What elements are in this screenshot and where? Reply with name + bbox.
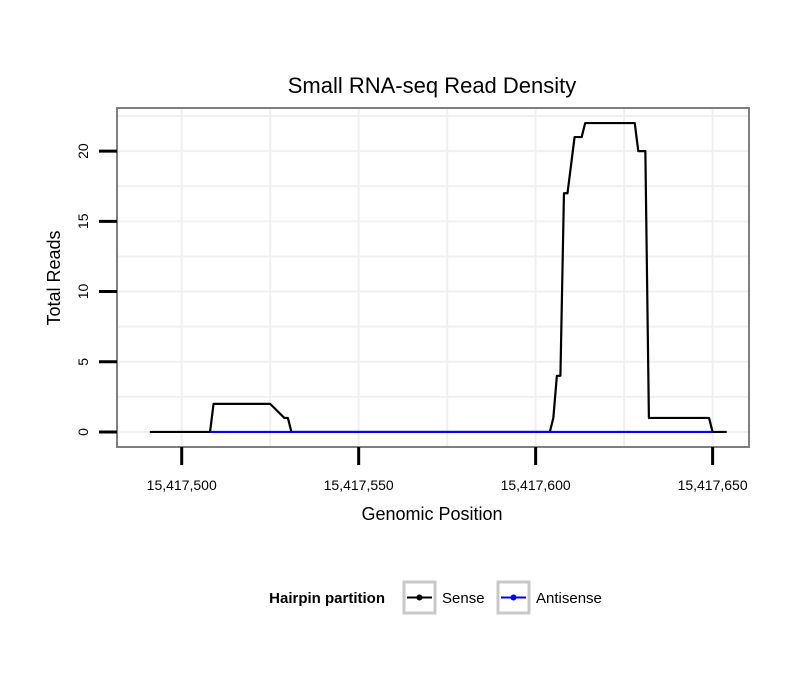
x-tick-label: 15,417,500 (147, 477, 217, 493)
legend-label-antisense: Antisense (536, 590, 602, 607)
legend-point-sense (416, 594, 423, 601)
x-tick-label: 15,417,650 (678, 477, 748, 493)
legend-title: Hairpin partition (269, 590, 385, 607)
series-lines (149, 121, 727, 434)
y-tick-label: 20 (75, 143, 91, 159)
legend-item-antisense: Antisense (496, 580, 602, 615)
chart-title: Small RNA-seq Read Density (288, 73, 577, 98)
legend-point-antisense (510, 594, 517, 601)
y-axis: 0 5 10 15 20 (75, 143, 117, 436)
x-axis-title: Genomic Position (361, 504, 502, 524)
series-line-sense (149, 121, 727, 434)
y-tick-label: 0 (75, 428, 91, 436)
x-tick-label: 15,417,600 (501, 477, 571, 493)
x-tick-label: 15,417,550 (324, 477, 394, 493)
y-tick-label: 10 (75, 284, 91, 300)
legend: Hairpin partition Sense Antisense (269, 580, 602, 615)
grid-lines (118, 109, 748, 446)
legend-item-sense: Sense (402, 580, 485, 615)
legend-label-sense: Sense (442, 590, 485, 607)
plot-panel (116, 107, 750, 448)
y-tick-label: 15 (75, 213, 91, 229)
x-axis: 15,417,500 15,417,550 15,417,600 15,417,650 (147, 447, 748, 493)
y-tick-label: 5 (75, 358, 91, 366)
y-axis-title: Total Reads (44, 230, 64, 325)
